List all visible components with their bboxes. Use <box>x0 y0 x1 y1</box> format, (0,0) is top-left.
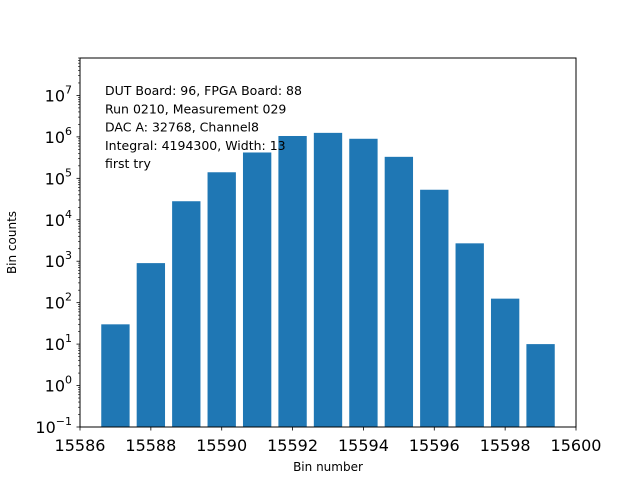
x-tick-label: 15590 <box>196 436 247 455</box>
bars-group <box>101 132 555 428</box>
y-tick-label: 102 <box>45 291 72 313</box>
x-tick-label: 15592 <box>267 436 318 455</box>
y-tick-label: 106 <box>45 125 72 147</box>
x-axis-label: Bin number <box>293 460 363 474</box>
x-tick-label: 15594 <box>338 436 389 455</box>
x-tick-label: 15588 <box>125 436 176 455</box>
bar <box>136 263 166 427</box>
y-tick-label-base: 10 <box>45 335 65 354</box>
y-tick-label-exponent: 3 <box>65 249 72 262</box>
annotation-line: Integral: 4194300, Width: 13 <box>105 138 286 153</box>
bar <box>242 152 272 428</box>
annotation-line: DAC A: 32768, Channel8 <box>105 120 259 135</box>
annotation-block: DUT Board: 96, FPGA Board: 88 Run 0210, M… <box>105 83 302 171</box>
y-tick-label-exponent: 7 <box>65 83 72 96</box>
x-axis-ticks: 15586 15588 15590 15592 15594 15596 15598 15600 <box>55 427 602 455</box>
y-tick-label-base: 10 <box>45 294 65 313</box>
bar <box>313 132 343 428</box>
bar <box>349 138 378 427</box>
annotation-line: first try <box>105 156 151 171</box>
bar <box>490 298 520 427</box>
x-tick-label: 15600 <box>551 436 602 455</box>
y-tick-label-exponent: 2 <box>65 291 72 304</box>
y-tick-label-exponent: 0 <box>65 374 72 387</box>
bar <box>172 201 201 427</box>
y-tick-label-base: 10 <box>35 418 55 437</box>
bar <box>420 189 449 427</box>
y-tick-label: 103 <box>45 249 72 271</box>
y-tick-label: 100 <box>45 374 72 396</box>
bar <box>384 156 414 427</box>
annotation-line: Run 0210, Measurement 029 <box>105 101 286 116</box>
x-tick-label: 15596 <box>409 436 460 455</box>
y-tick-label: 107 <box>45 83 72 105</box>
y-axis-label: Bin counts <box>5 211 19 274</box>
y-tick-label-exponent: 6 <box>65 125 72 138</box>
bar <box>526 344 555 427</box>
y-tick-label-exponent: −1 <box>56 415 72 428</box>
bar <box>455 243 484 427</box>
x-tick-label: 15586 <box>55 436 106 455</box>
bar <box>101 324 130 427</box>
y-tick-label: 105 <box>45 166 72 188</box>
bar <box>207 172 236 427</box>
plot-frame <box>79 57 577 428</box>
x-tick-label: 15598 <box>480 436 531 455</box>
y-tick-label-exponent: 5 <box>65 166 72 179</box>
y-tick-label: 10−1 <box>35 415 72 437</box>
y-tick-label-base: 10 <box>45 86 65 105</box>
y-tick-label-base: 10 <box>45 211 65 230</box>
y-tick-label: 101 <box>45 332 72 354</box>
y-tick-label-exponent: 4 <box>65 208 72 221</box>
y-tick-label-base: 10 <box>45 252 65 271</box>
annotation-line: DUT Board: 96, FPGA Board: 88 <box>105 83 302 98</box>
y-tick-label: 104 <box>45 208 72 230</box>
y-tick-label-base: 10 <box>45 169 65 188</box>
y-tick-label-base: 10 <box>45 128 65 147</box>
bar <box>278 135 307 427</box>
y-tick-label-base: 10 <box>45 377 65 396</box>
y-tick-label-exponent: 1 <box>65 332 72 345</box>
